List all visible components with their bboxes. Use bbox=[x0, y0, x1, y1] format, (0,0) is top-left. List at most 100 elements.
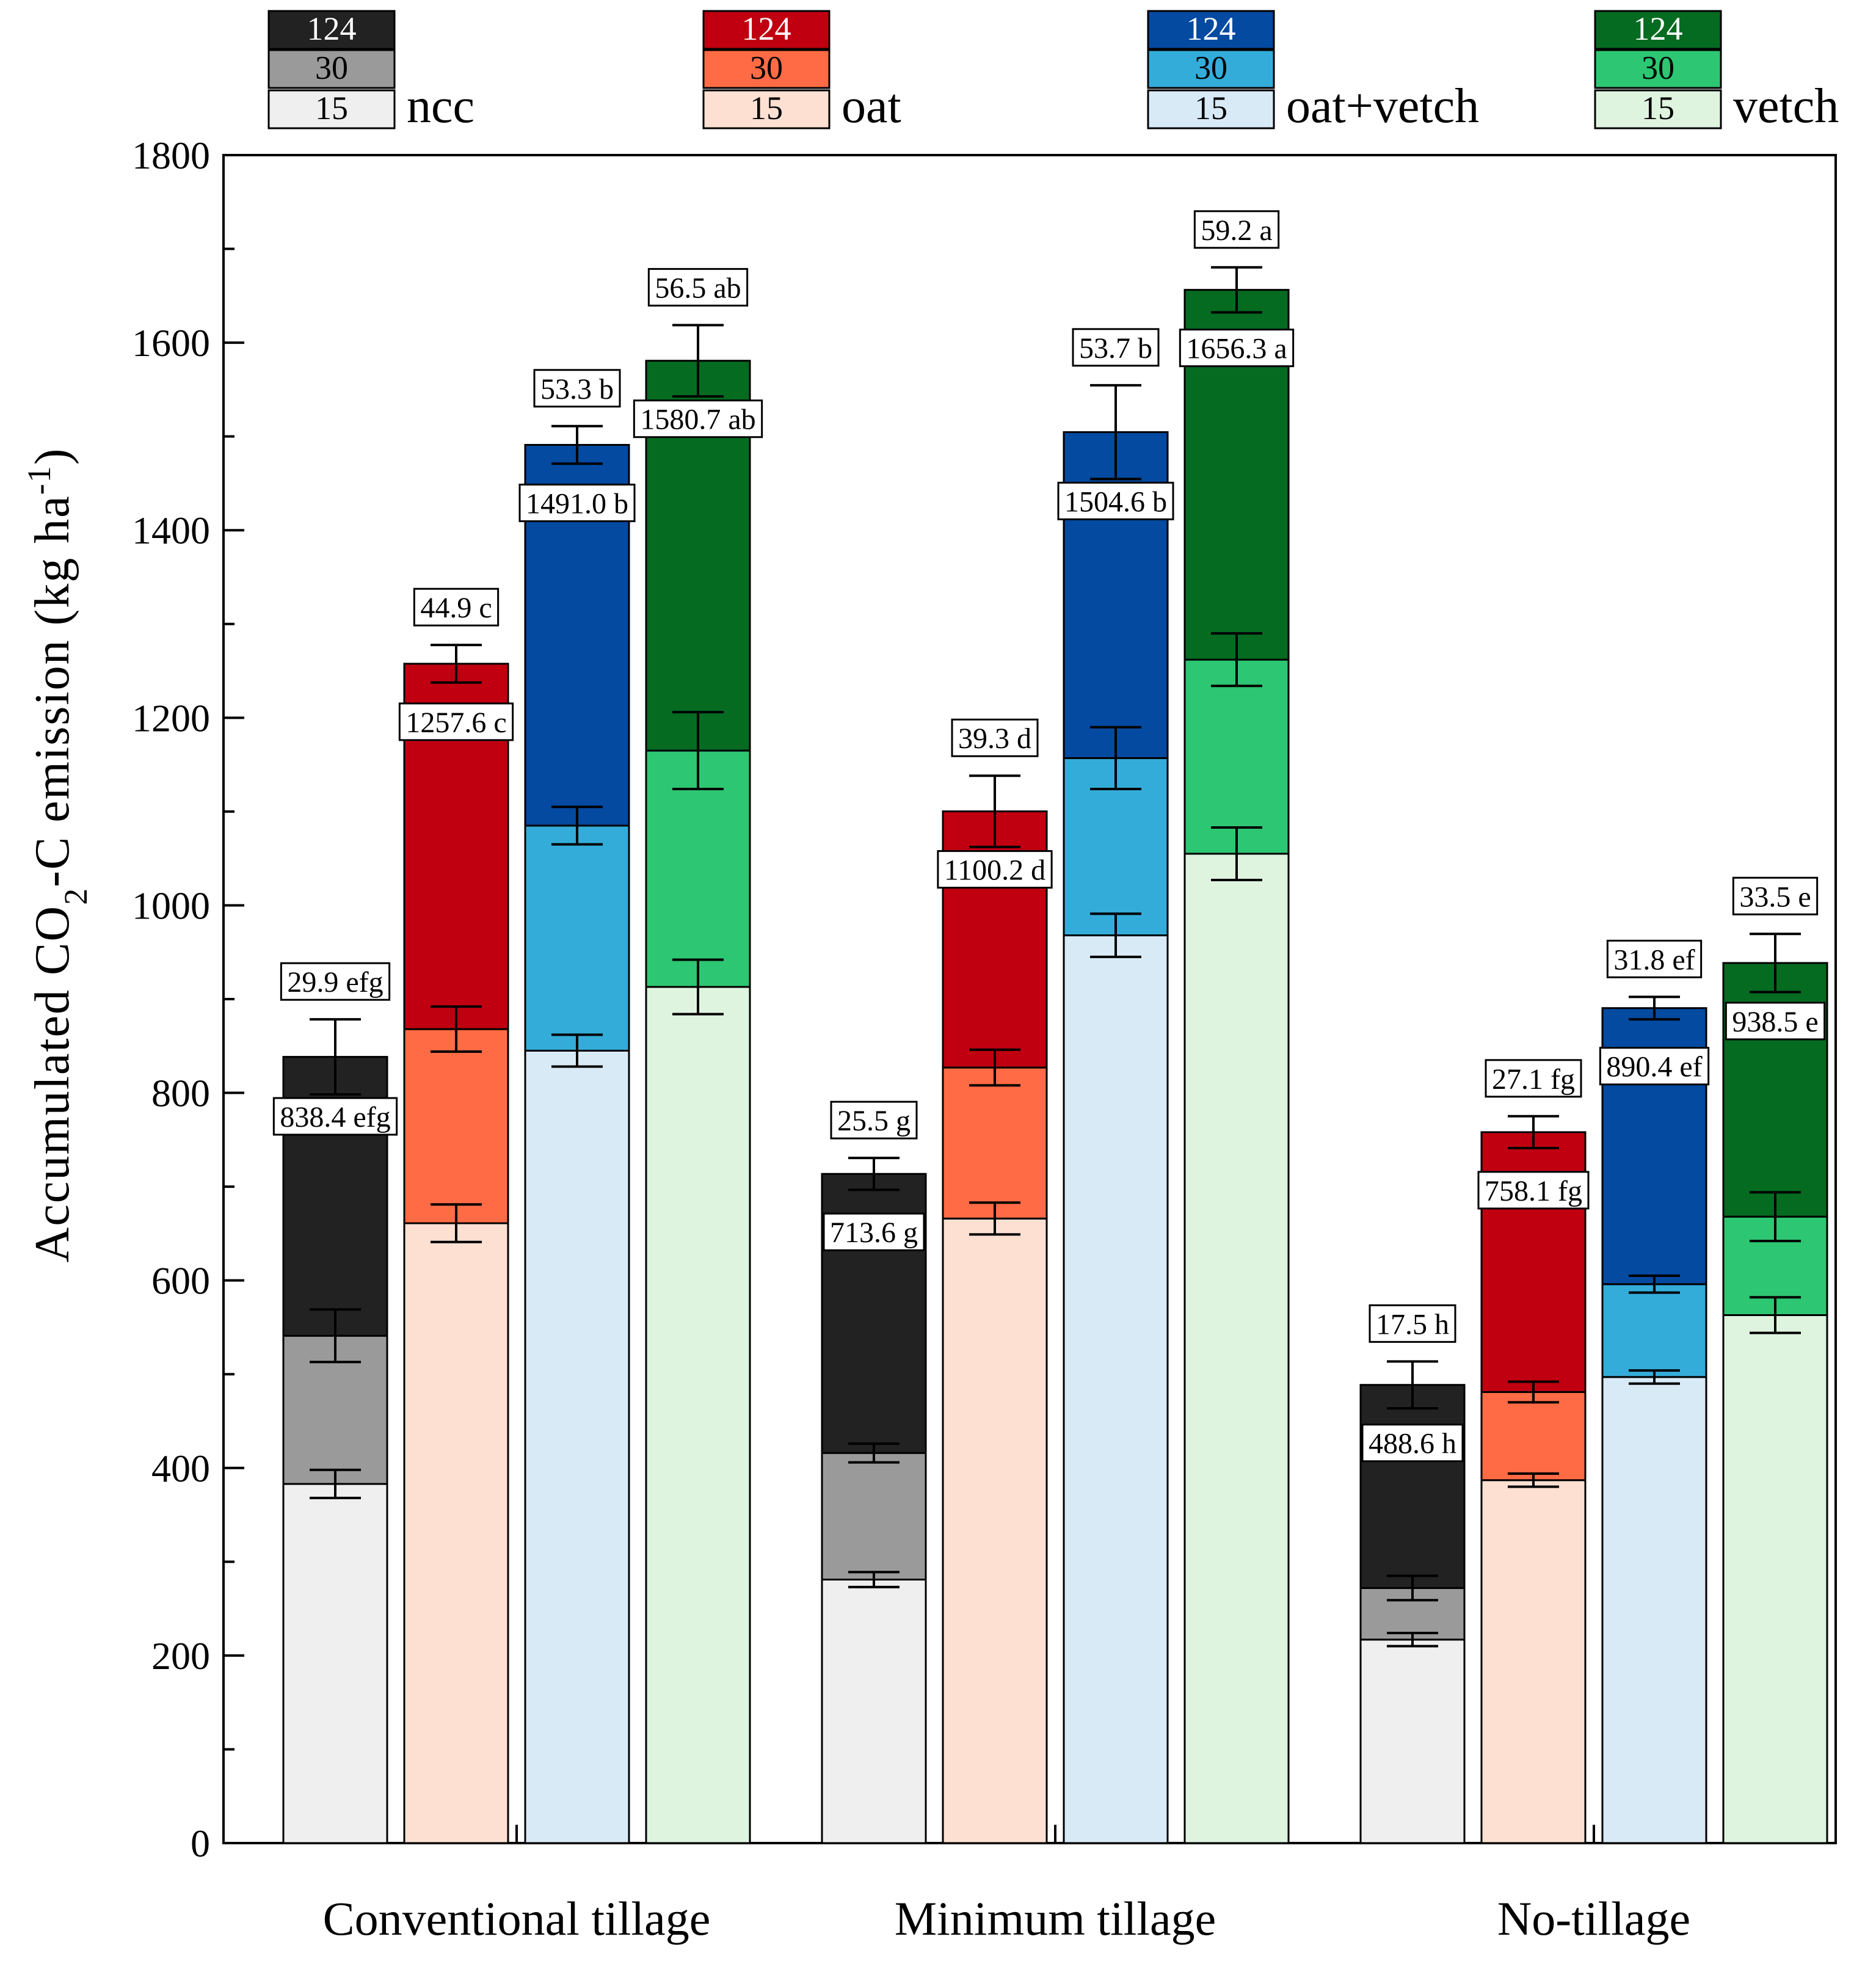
error-bar bbox=[1211, 826, 1262, 881]
error-bar bbox=[848, 1157, 900, 1191]
x-group-label: Minimum tillage bbox=[895, 1892, 1216, 1945]
bar-segment-vetch-124 bbox=[1722, 962, 1828, 1218]
legend-swatch bbox=[1594, 89, 1722, 129]
legend-swatch bbox=[702, 10, 831, 50]
total-label: 1656.3 a bbox=[1179, 329, 1295, 368]
legend-swatch bbox=[702, 89, 831, 129]
legend-swatch bbox=[1147, 89, 1275, 129]
error-bar bbox=[431, 644, 482, 684]
legend-name: oat+vetch bbox=[1286, 79, 1479, 133]
legend-day-label: 15 bbox=[1642, 90, 1674, 126]
svg-text:713.6 g: 713.6 g bbox=[830, 1217, 918, 1249]
total-label: 1491.0 b bbox=[518, 483, 636, 522]
rate-label: 29.9 efg bbox=[280, 962, 391, 1001]
legend-swatch bbox=[702, 49, 831, 89]
total-label: 758.1 fg bbox=[1477, 1171, 1590, 1210]
total-label: 488.6 h bbox=[1361, 1424, 1464, 1463]
rate-label: 27.1 fg bbox=[1485, 1059, 1582, 1098]
legend-day-label: 124 bbox=[1187, 10, 1236, 47]
y-tick-label: 1000 bbox=[132, 884, 210, 927]
svg-text:56.5 ab: 56.5 ab bbox=[655, 272, 741, 304]
error-bar bbox=[848, 1442, 900, 1464]
bar-segment-oat-vetch-15 bbox=[524, 1049, 630, 1844]
legend-swatch bbox=[267, 49, 396, 89]
svg-text:33.5 e: 33.5 e bbox=[1739, 881, 1811, 913]
legend-day-label: 30 bbox=[1642, 49, 1674, 86]
svg-text:53.3 b: 53.3 b bbox=[540, 373, 614, 406]
data-labels-layer: 29.9 efg 838.4 efg 44.9 c 1257.6 c 53.3 b 149… bbox=[272, 210, 1826, 1463]
error-bar bbox=[1090, 912, 1141, 958]
total-label: 1580.7 ab bbox=[633, 399, 763, 438]
error-bar bbox=[969, 1048, 1020, 1087]
bar-segment-vetch-15 bbox=[1722, 1314, 1828, 1844]
error-bar bbox=[551, 1033, 603, 1068]
rate-label: 56.5 ab bbox=[647, 267, 749, 307]
bar-segment-oat-30 bbox=[403, 1028, 509, 1224]
legend-day-label: 124 bbox=[742, 10, 791, 47]
legend-day-label: 30 bbox=[750, 49, 783, 86]
bar-segment-oat-124 bbox=[942, 810, 1048, 1069]
error-bar bbox=[1211, 266, 1262, 314]
rate-label: 53.7 b bbox=[1072, 328, 1160, 367]
axes-layer: 0 200 400 600 800 1000 1200 1400 1600 1800 Accumul… bbox=[21, 134, 1690, 1945]
error-bar bbox=[969, 1201, 1020, 1236]
y-axis-title: Accumulated CO2-C emission (kg ha-1) bbox=[21, 448, 94, 1263]
error-bar bbox=[310, 1468, 361, 1499]
legend-day-label: 15 bbox=[1194, 90, 1227, 126]
svg-text:1491.0 b: 1491.0 b bbox=[526, 487, 628, 520]
error-bar bbox=[1750, 1191, 1801, 1243]
legend-name: vetch bbox=[1733, 79, 1839, 133]
error-bar bbox=[1629, 1369, 1680, 1385]
legend-day-label: 124 bbox=[1634, 10, 1683, 47]
bar-segment-vetch-15 bbox=[1183, 853, 1290, 1844]
error-bar bbox=[672, 711, 724, 791]
error-bar bbox=[1090, 384, 1141, 481]
bar-segment-oat-30 bbox=[942, 1066, 1048, 1220]
rate-label: 25.5 g bbox=[830, 1100, 918, 1140]
rate-label: 31.8 ef bbox=[1606, 939, 1703, 978]
bar-segment-oat-vetch-15 bbox=[1063, 934, 1169, 1844]
legend-swatch bbox=[1594, 49, 1722, 89]
svg-text:1580.7 ab: 1580.7 ab bbox=[640, 404, 755, 436]
svg-text:44.9 c: 44.9 c bbox=[420, 592, 492, 624]
total-label: 713.6 g bbox=[823, 1212, 925, 1251]
bar-segment-oat-vetch-124 bbox=[1063, 431, 1169, 759]
error-bar bbox=[672, 324, 724, 398]
svg-text:1257.6 c: 1257.6 c bbox=[405, 707, 506, 739]
x-group-label: Conventional tillage bbox=[323, 1892, 711, 1945]
legend-day-label: 15 bbox=[750, 90, 783, 126]
error-bar bbox=[1090, 726, 1141, 791]
rate-label: 33.5 e bbox=[1732, 876, 1819, 915]
error-bar bbox=[848, 1571, 900, 1588]
bar-segment-oat-vetch-30 bbox=[524, 824, 630, 1052]
svg-text:29.9 efg: 29.9 efg bbox=[287, 966, 383, 998]
y-tick-label: 1600 bbox=[132, 321, 210, 365]
total-label: 1257.6 c bbox=[398, 702, 514, 741]
legend-swatch bbox=[1147, 49, 1275, 89]
legend-swatch bbox=[1147, 10, 1275, 50]
bar-segment-oat-30 bbox=[1480, 1391, 1587, 1482]
bar-segment-ncc-15 bbox=[1359, 1638, 1466, 1844]
error-bar bbox=[1750, 1296, 1801, 1334]
error-bar bbox=[431, 1203, 482, 1243]
svg-text:890.4 ef: 890.4 ef bbox=[1606, 1051, 1702, 1083]
svg-text:1504.6 b: 1504.6 b bbox=[1064, 486, 1167, 518]
bar-segment-oat-vetch-30 bbox=[1601, 1283, 1707, 1378]
svg-text:938.5 e: 938.5 e bbox=[1732, 1006, 1818, 1038]
error-bar bbox=[1387, 1574, 1438, 1602]
total-label: 938.5 e bbox=[1725, 1002, 1826, 1041]
legend-day-label: 30 bbox=[315, 49, 348, 86]
bar-segment-vetch-30 bbox=[1183, 658, 1290, 855]
total-label: 1100.2 d bbox=[937, 850, 1053, 889]
svg-text:488.6 h: 488.6 h bbox=[1369, 1428, 1456, 1460]
total-label: 1504.6 b bbox=[1057, 481, 1174, 520]
error-bar bbox=[1629, 995, 1680, 1021]
legend-day-label: 30 bbox=[1194, 49, 1227, 86]
y-tick-label: 1800 bbox=[132, 134, 210, 177]
svg-text:758.1 fg: 758.1 fg bbox=[1485, 1175, 1582, 1207]
svg-text:17.5 h: 17.5 h bbox=[1376, 1308, 1449, 1340]
